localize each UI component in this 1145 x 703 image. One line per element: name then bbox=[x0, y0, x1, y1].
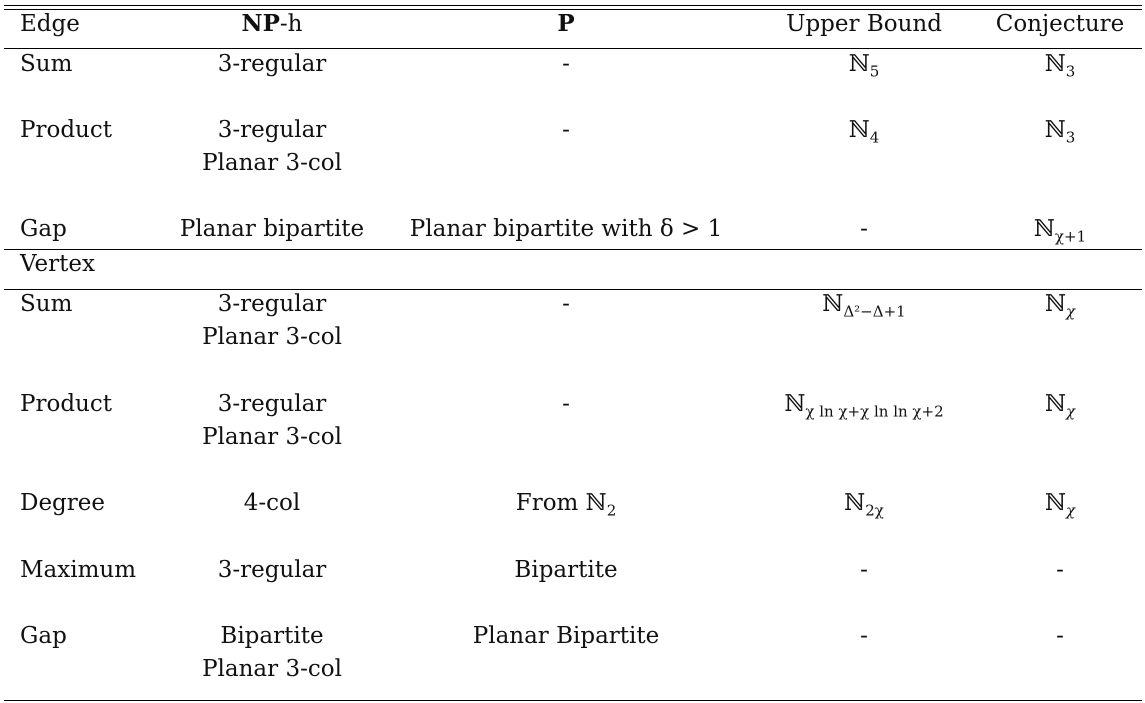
nph-line-2: Planar 3-col bbox=[202, 150, 342, 176]
vertex-row-product-upper: ℕχ ln χ+χ ln ln χ+2 bbox=[784, 391, 944, 421]
vertex-row-gap-p: Planar Bipartite bbox=[472, 623, 660, 649]
nph-line-1: 3-regular bbox=[217, 291, 327, 317]
vertex-row-degree-p: From ℕ2 bbox=[515, 490, 617, 520]
edge-row-gap-conj: ℕχ+1 bbox=[1033, 216, 1087, 246]
header-edge: Edge bbox=[20, 11, 80, 37]
nph-line-1: 3-regular bbox=[217, 391, 327, 417]
conj-subscript: χ bbox=[1065, 402, 1076, 421]
edge-row-product-conj: ℕ3 bbox=[1044, 117, 1076, 147]
vertex-row-product-label: Product bbox=[20, 391, 112, 417]
upper-symbol: ℕ bbox=[848, 117, 870, 143]
vertex-row-degree-upper: ℕ2χ bbox=[844, 490, 884, 520]
vertex-section-label: Vertex bbox=[20, 251, 95, 277]
vertex-row-product-nph: 3-regular Planar 3-col bbox=[202, 391, 342, 450]
header-upper-bound: Upper Bound bbox=[786, 11, 942, 37]
upper-symbol: - bbox=[860, 557, 868, 583]
conj-symbol: ℕ bbox=[1044, 117, 1066, 143]
conj-symbol: - bbox=[1056, 557, 1064, 583]
vertex-header-rule bbox=[4, 289, 1142, 290]
edge-row-gap-label: Gap bbox=[20, 216, 67, 242]
header-conjecture: Conjecture bbox=[995, 11, 1125, 37]
p-subscript: 2 bbox=[606, 501, 617, 520]
vertex-row-degree-label: Degree bbox=[20, 490, 105, 516]
nph-line-1: Bipartite bbox=[220, 623, 324, 649]
top-rule-2 bbox=[4, 9, 1142, 10]
edge-row-gap-upper: - bbox=[860, 216, 868, 242]
upper-symbol: - bbox=[860, 623, 868, 649]
upper-subscript: Δ²−Δ+1 bbox=[843, 302, 906, 321]
upper-subscript: 2χ bbox=[865, 501, 884, 520]
upper-symbol: ℕ bbox=[784, 391, 806, 417]
edge-row-sum-conj: ℕ3 bbox=[1044, 51, 1076, 81]
edge-row-product-nph: 3-regular Planar 3-col bbox=[202, 117, 342, 176]
nph-line-2: Planar 3-col bbox=[202, 656, 342, 682]
conj-subscript: χ+1 bbox=[1054, 227, 1087, 246]
vertex-row-degree-conj: ℕχ bbox=[1044, 490, 1076, 520]
vertex-top-rule bbox=[4, 249, 1142, 250]
vertex-row-gap-nph: Bipartite Planar 3-col bbox=[202, 623, 342, 682]
header-np-bold: NP bbox=[241, 10, 280, 37]
conj-subscript: 3 bbox=[1065, 128, 1076, 147]
p-text: From ℕ bbox=[515, 490, 607, 516]
conj-symbol: - bbox=[1056, 623, 1064, 649]
vertex-row-maximum-nph: 3-regular bbox=[217, 557, 327, 583]
top-rule-1 bbox=[4, 5, 1142, 6]
upper-symbol: ℕ bbox=[844, 490, 866, 516]
vertex-row-sum-upper: ℕΔ²−Δ+1 bbox=[822, 291, 906, 321]
vertex-row-product-p: - bbox=[562, 391, 570, 417]
edge-row-gap-nph: Planar bipartite bbox=[179, 216, 365, 242]
vertex-row-degree-nph: 4-col bbox=[243, 490, 301, 516]
vertex-row-sum-label: Sum bbox=[20, 291, 73, 317]
conj-subscript: χ bbox=[1065, 302, 1076, 321]
vertex-row-gap-label: Gap bbox=[20, 623, 67, 649]
edge-row-product-upper: ℕ4 bbox=[848, 117, 880, 147]
edge-row-sum-upper: ℕ5 bbox=[848, 51, 880, 81]
upper-symbol: - bbox=[860, 216, 868, 242]
vertex-row-maximum-conj: - bbox=[1056, 557, 1064, 583]
vertex-row-maximum-upper: - bbox=[860, 557, 868, 583]
header-p: P bbox=[557, 10, 575, 37]
edge-row-sum-nph: 3-regular bbox=[217, 51, 327, 77]
conj-subscript: χ bbox=[1065, 501, 1076, 520]
conj-symbol: ℕ bbox=[1044, 51, 1066, 77]
conj-symbol: ℕ bbox=[1044, 490, 1066, 516]
vertex-row-sum-p: - bbox=[562, 291, 570, 317]
nph-line-2: Planar 3-col bbox=[202, 424, 342, 450]
nph-line-1: 3-regular bbox=[217, 117, 327, 143]
edge-row-product-p: - bbox=[562, 117, 570, 143]
conj-subscript: 3 bbox=[1065, 62, 1076, 81]
conj-symbol: ℕ bbox=[1033, 216, 1055, 242]
vertex-row-maximum-p: Bipartite bbox=[514, 557, 618, 583]
header-np-suffix: -h bbox=[279, 11, 303, 37]
upper-symbol: ℕ bbox=[848, 51, 870, 77]
upper-subscript: 4 bbox=[869, 128, 880, 147]
vertex-row-product-conj: ℕχ bbox=[1044, 391, 1076, 421]
upper-subscript: 5 bbox=[869, 62, 880, 81]
edge-row-product-label: Product bbox=[20, 117, 112, 143]
conj-symbol: ℕ bbox=[1044, 391, 1066, 417]
vertex-row-gap-conj: - bbox=[1056, 623, 1064, 649]
header-rule bbox=[4, 48, 1142, 49]
nph-line-2: Planar 3-col bbox=[202, 324, 342, 350]
edge-row-gap-p: Planar bipartite with δ > 1 bbox=[409, 216, 723, 242]
vertex-row-sum-conj: ℕχ bbox=[1044, 291, 1076, 321]
vertex-row-gap-upper: - bbox=[860, 623, 868, 649]
conj-symbol: ℕ bbox=[1044, 291, 1066, 317]
upper-symbol: ℕ bbox=[822, 291, 844, 317]
vertex-row-maximum-label: Maximum bbox=[20, 557, 137, 583]
bottom-rule bbox=[4, 700, 1142, 701]
header-nph: NP-h bbox=[241, 10, 303, 38]
edge-row-sum-p: - bbox=[562, 51, 570, 77]
upper-subscript: χ ln χ+χ ln ln χ+2 bbox=[805, 402, 944, 421]
edge-row-sum-label: Sum bbox=[20, 51, 73, 77]
vertex-row-sum-nph: 3-regular Planar 3-col bbox=[202, 291, 342, 350]
